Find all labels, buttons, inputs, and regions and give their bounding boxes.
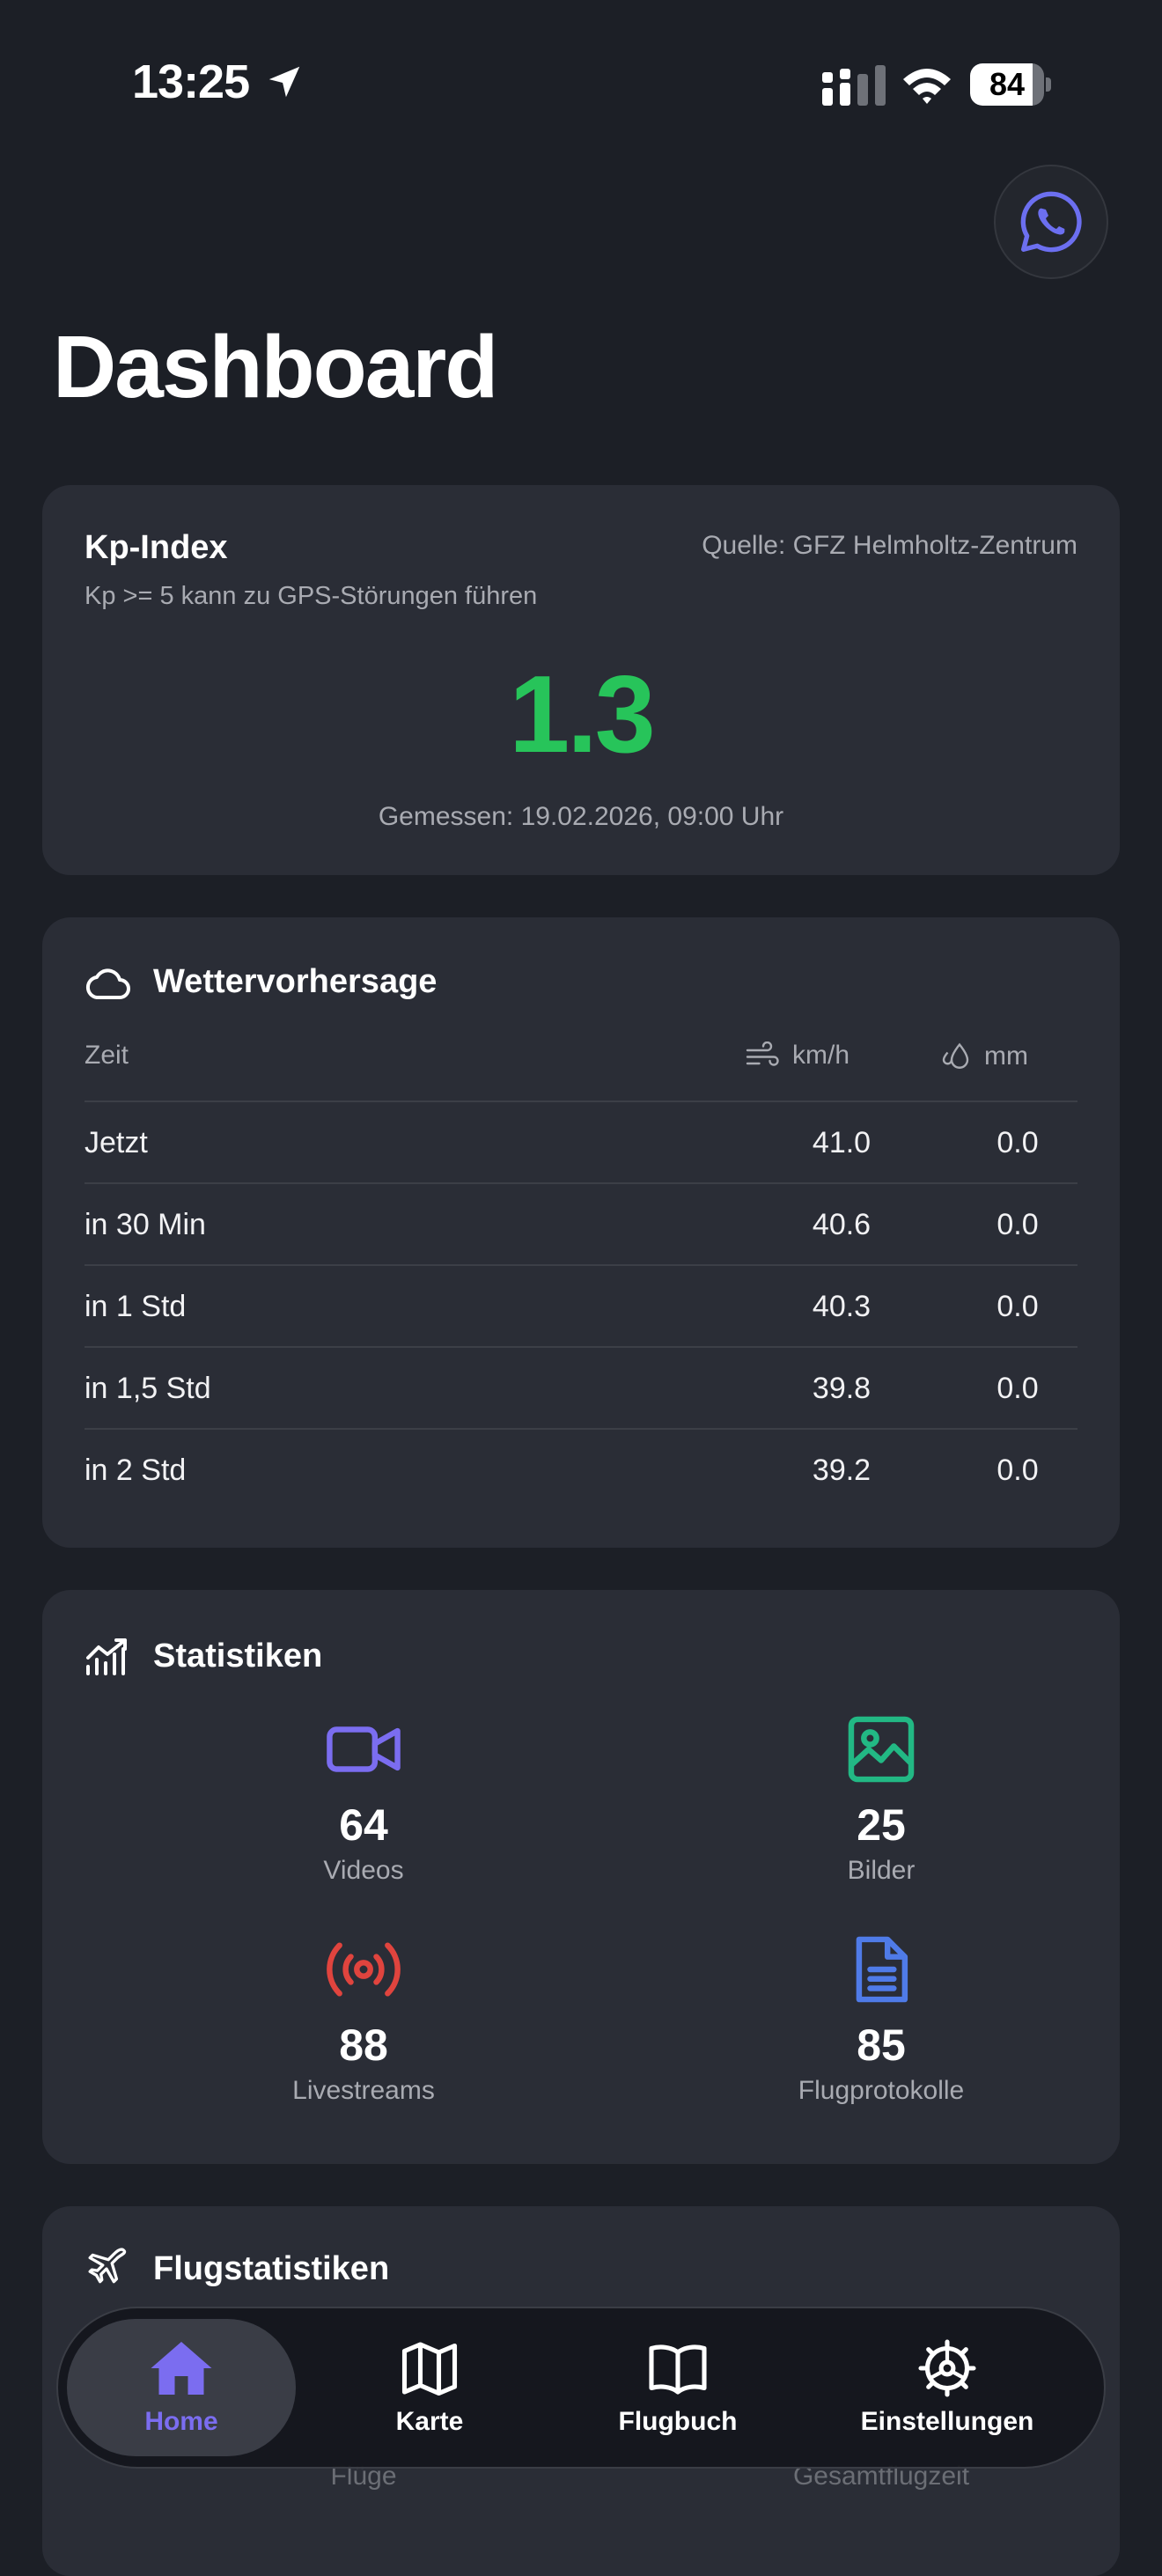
column-header-time: Zeit: [85, 1041, 129, 1070]
whatsapp-button[interactable]: [994, 165, 1108, 279]
tab-label: Flugbuch: [618, 2407, 738, 2436]
weather-row: in 1 Std 40.3 0.0: [85, 1264, 1077, 1347]
weather-forecast-card: Wettervorhersage Zeit km/h mm Jetzt 41.0 0…: [42, 917, 1120, 1548]
video-icon: [327, 1726, 401, 1772]
cloud-icon: [85, 968, 130, 999]
weather-wind-cell: 39.8: [812, 1372, 872, 1405]
statistics-title: Statistiken: [153, 1638, 323, 1674]
weather-wind-cell: 40.6: [812, 1208, 872, 1241]
stat-value: 25: [857, 1800, 906, 1850]
kp-measured: Gemessen: 19.02.2026, 09:00 Uhr: [378, 802, 784, 831]
status-time: 13:25: [132, 55, 250, 108]
weather-rain-cell: 0.0: [997, 1208, 1039, 1241]
wind-icon: [746, 1041, 779, 1066]
weather-row: in 30 Min 40.6 0.0: [85, 1182, 1077, 1265]
broadcast-icon: [327, 1942, 401, 1997]
airplane-icon: [88, 2248, 127, 2284]
image-icon: [848, 1716, 915, 1783]
weather-rain-cell: 0.0: [997, 1290, 1039, 1323]
book-icon: [649, 2344, 707, 2395]
weather-time-cell: in 1 Std: [85, 1290, 187, 1323]
weather-time-cell: in 2 Std: [85, 1454, 187, 1487]
page-title: Dashboard: [53, 318, 498, 416]
column-header-wind: km/h: [745, 1041, 849, 1071]
weather-row: Jetzt 41.0 0.0: [85, 1100, 1077, 1183]
stat-value: 85: [857, 2020, 906, 2070]
battery-indicator: 84: [970, 63, 1051, 106]
stat-label: Bilder: [847, 1856, 916, 1885]
stat-images[interactable]: 25 Bilder: [705, 1711, 1057, 1886]
weather-time-cell: in 30 Min: [85, 1208, 206, 1241]
kp-title: Kp-Index: [85, 529, 228, 566]
settings-icon: [918, 2339, 976, 2397]
chart-trend-icon: [86, 1638, 127, 1675]
kp-index-card: Kp-Index Quelle: GFZ Helmholtz-Zentrum K…: [42, 485, 1120, 875]
weather-row: in 2 Std 39.2 0.0: [85, 1428, 1077, 1511]
battery-percent: 84: [989, 66, 1026, 102]
stat-livestreams[interactable]: 88 Livestreams: [188, 1932, 540, 2106]
stat-label: Livestreams: [292, 2076, 435, 2105]
wifi-icon: [903, 69, 951, 104]
weather-row: in 1,5 Std 39.8 0.0: [85, 1346, 1077, 1429]
stat-value: 64: [339, 1800, 388, 1850]
rain-unit: mm: [984, 1041, 1028, 1071]
tab-home[interactable]: Home: [67, 2319, 296, 2456]
home-icon: [151, 2342, 212, 2395]
column-header-rain: mm: [940, 1041, 1028, 1072]
cellular-signal-icon: [822, 65, 886, 106]
stat-label: Videos: [323, 1856, 404, 1885]
weather-rain-cell: 0.0: [997, 1454, 1039, 1487]
weather-rain-cell: 0.0: [997, 1372, 1039, 1405]
kp-hint: Kp >= 5 kann zu GPS-Störungen führen: [85, 582, 538, 610]
statistics-card: Statistiken 64 Videos 25 Bilder 88 Lives…: [42, 1590, 1120, 2164]
weather-wind-cell: 41.0: [812, 1126, 872, 1159]
tab-label: Einstellungen: [860, 2407, 1034, 2436]
stat-value: 88: [339, 2020, 388, 2070]
stat-flight-logs[interactable]: 85 Flugprotokolle: [705, 1932, 1057, 2106]
flight-statistics-title: Flugstatistiken: [153, 2250, 390, 2287]
weather-wind-cell: 40.3: [812, 1290, 872, 1323]
raindrops-icon: [942, 1042, 969, 1069]
location-arrow-icon: [268, 66, 300, 98]
tab-label: Karte: [395, 2407, 464, 2436]
tab-label: Home: [144, 2407, 218, 2436]
whatsapp-icon: [1020, 191, 1082, 253]
tab-bar: Home Karte Flugbuch Einstellungen: [56, 2307, 1106, 2469]
weather-time-cell: Jetzt: [85, 1126, 148, 1159]
tab-settings[interactable]: Einstellungen: [815, 2319, 1079, 2456]
weather-wind-cell: 39.2: [812, 1454, 872, 1487]
wind-unit: km/h: [792, 1041, 850, 1070]
map-icon: [401, 2342, 458, 2396]
document-icon: [856, 1936, 908, 2003]
tab-logbook[interactable]: Flugbuch: [563, 2319, 792, 2456]
kp-source: Quelle: GFZ Helmholtz-Zentrum: [702, 531, 1077, 560]
weather-title: Wettervorhersage: [153, 963, 438, 1000]
weather-time-cell: in 1,5 Std: [85, 1372, 211, 1405]
kp-value: 1.3: [509, 654, 655, 776]
tab-map[interactable]: Karte: [315, 2319, 544, 2456]
stat-label: Flugprotokolle: [798, 2076, 965, 2105]
stat-videos[interactable]: 64 Videos: [188, 1711, 540, 1886]
weather-rain-cell: 0.0: [997, 1126, 1039, 1159]
